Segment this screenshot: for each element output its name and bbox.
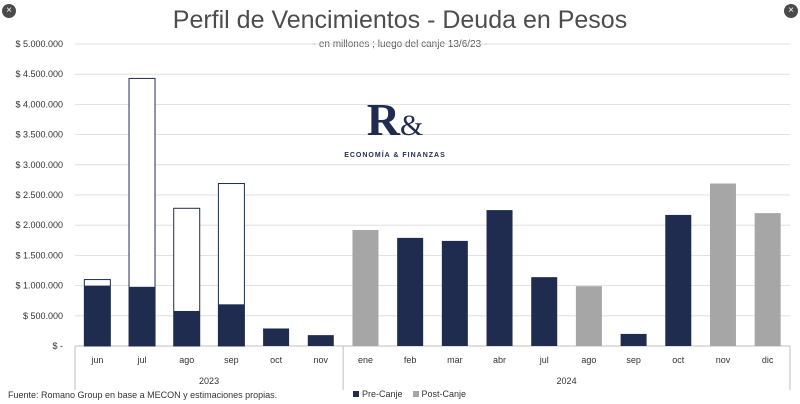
bar-pre-canje: [441, 240, 468, 346]
legend-label-pre-canje: Pre-Canje: [362, 389, 403, 399]
close-icon[interactable]: ×: [784, 4, 798, 18]
legend-item-pre-canje: Pre-Canje: [353, 389, 403, 399]
bar-pre-canje: [173, 310, 200, 346]
bar-pre-canje: [397, 237, 424, 346]
y-tick-label: $ 500.000: [23, 311, 63, 321]
x-tick-label: oct: [672, 355, 685, 365]
bar-pre-canje: [620, 333, 647, 346]
x-tick-label: jul: [539, 355, 549, 365]
x-tick-label: feb: [404, 355, 417, 365]
logo-text: ECONOMÍA & FINANZAS: [344, 152, 446, 159]
y-tick-label: $ 1.000.000: [15, 281, 63, 291]
x-tick-label: jun: [90, 355, 103, 365]
x-tick-label: dic: [762, 355, 774, 365]
x-tick-label: mar: [447, 355, 463, 365]
bar-post-canje: [754, 213, 781, 346]
chart-legend: Pre-Canje Post-Canje: [353, 389, 466, 399]
y-tick-label: $ 4.500.000: [15, 69, 63, 79]
bar-pre-canje: [665, 214, 692, 346]
logo: R& ECONOMÍA & FINANZAS: [340, 94, 450, 160]
logo-mark: R&: [366, 94, 424, 145]
year-group-label: 2024: [557, 376, 577, 386]
legend-swatch-pre-canje: [353, 391, 359, 397]
y-tick-label: $ 2.000.000: [15, 220, 63, 230]
bar-pre-canje: [129, 286, 156, 346]
y-tick-label: $ 3.500.000: [15, 130, 63, 140]
y-tick-label: $ 4.000.000: [15, 99, 63, 109]
bar-post-canje: [709, 183, 736, 346]
x-tick-label: nov: [716, 355, 731, 365]
chart-subtitle: - en millones ; luego del canje 13/6/23 …: [312, 39, 488, 50]
y-tick-label: $ 5.000.000: [15, 39, 63, 49]
x-tick-label: jul: [137, 355, 147, 365]
bar-pre-canje: [307, 335, 334, 346]
y-tick-label: $ 2.500.000: [15, 190, 63, 200]
x-tick-label: oct: [270, 355, 283, 365]
source-note: Fuente: Romano Group en base a MECON y e…: [8, 390, 278, 400]
x-tick-label: ago: [179, 355, 194, 365]
bar-pre-canje: [531, 277, 558, 346]
legend-label-post-canje: Post-Canje: [421, 389, 467, 399]
bar-pre-canje: [486, 210, 513, 346]
x-tick-label: nov: [314, 355, 329, 365]
close-icon[interactable]: ×: [2, 4, 16, 18]
x-tick-label: ene: [358, 355, 373, 365]
bar-pre-canje: [218, 304, 245, 346]
year-group-label: 2023: [199, 376, 219, 386]
x-tick-label: ago: [581, 355, 596, 365]
y-tick-label: $ -: [52, 341, 63, 351]
bar-post-canje: [575, 286, 602, 346]
x-tick-label: abr: [493, 355, 506, 365]
bar-pre-canje: [84, 285, 111, 346]
y-tick-label: $ 1.500.000: [15, 250, 63, 260]
x-tick-label: sep: [626, 355, 641, 365]
legend-swatch-post-canje: [412, 391, 419, 397]
chart-title: Perfil de Vencimientos - Deuda en Pesos: [172, 6, 628, 34]
bar-post-canje: [352, 230, 379, 346]
bar-pre-canje: [263, 328, 290, 346]
legend-item-post-canje: Post-Canje: [412, 389, 467, 399]
x-tick-label: sep: [224, 355, 239, 365]
y-tick-label: $ 3.000.000: [15, 160, 63, 170]
